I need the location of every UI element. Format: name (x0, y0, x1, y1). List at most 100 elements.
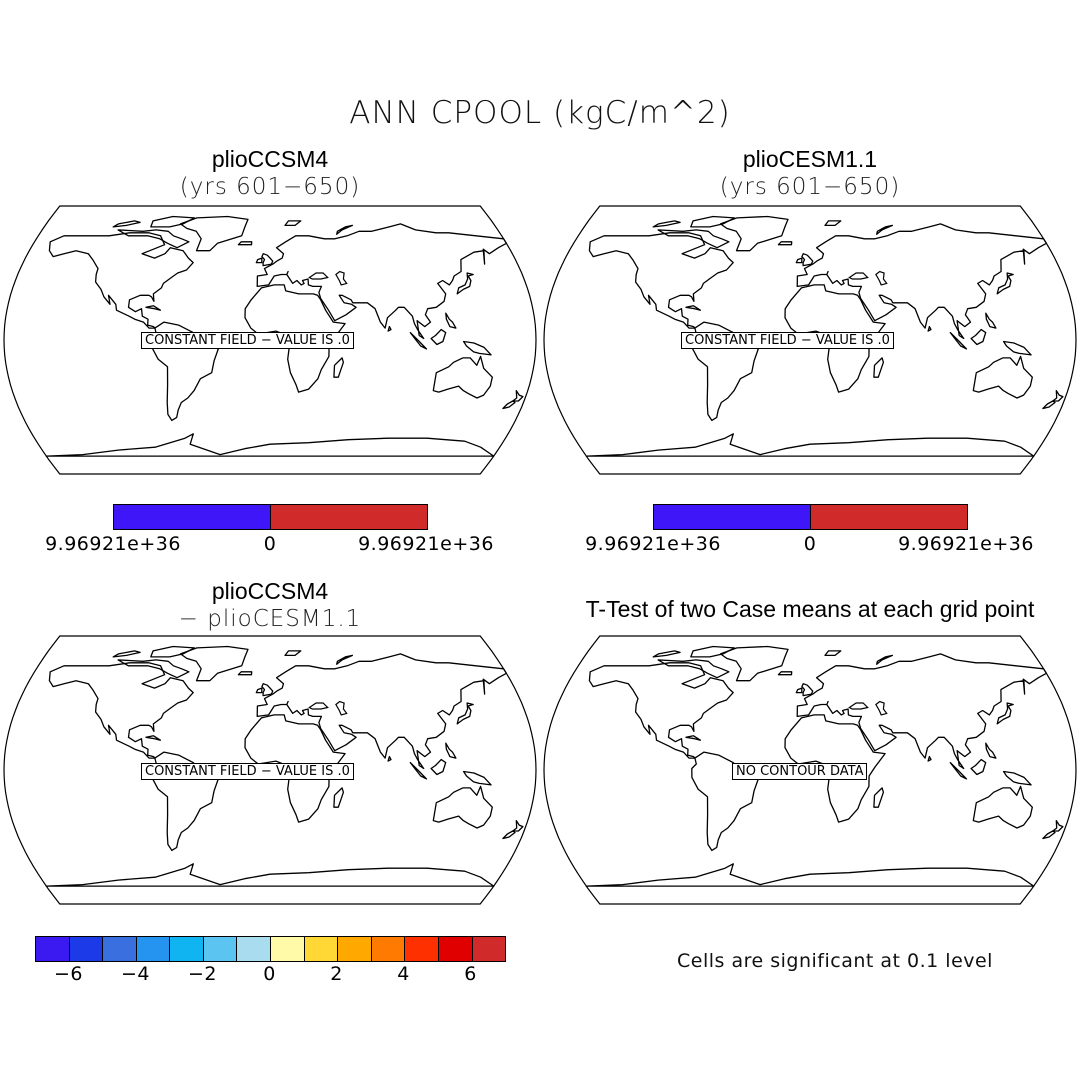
coastline (502, 400, 516, 410)
coastline (801, 683, 814, 697)
colorbar-label: 0 (803, 533, 817, 555)
colorbar-tick-label: −2 (187, 963, 217, 985)
coastline (45, 863, 495, 887)
colorbar-cell (437, 937, 472, 961)
coastline (409, 761, 428, 780)
colorbar-cell (270, 505, 427, 529)
coastline (795, 257, 803, 264)
colorbar-tick-label: 6 (464, 963, 477, 985)
coastline (657, 229, 730, 249)
coastline (117, 659, 190, 679)
coastline (336, 654, 354, 665)
coastline (179, 215, 249, 252)
coastline (445, 742, 457, 759)
coastline (685, 305, 702, 311)
coastline (949, 331, 968, 350)
significance-note: Cells are significant at 0.1 level (677, 950, 993, 972)
colorbar-label: 9.96921e+36 (898, 533, 1034, 555)
colorbar-tick-label: 4 (397, 963, 410, 985)
colorbar-label: 9.96921e+36 (585, 533, 721, 555)
colorbar-cell (202, 937, 237, 961)
panel3-subtitle: − plioCESM1.1 (178, 606, 362, 632)
colorbar-cell (471, 937, 506, 961)
coastline (512, 819, 524, 832)
colorbar-tick-label: 0 (263, 963, 276, 985)
panel3-title: plioCCSM4 (211, 578, 329, 604)
coastline (145, 735, 162, 741)
coastline (256, 653, 508, 770)
coastline (657, 659, 730, 679)
constant-field-message: CONSTANT FIELD − VALUE IS .0 (681, 332, 894, 349)
panel2-title: plioCESM1.1 (742, 146, 878, 172)
coastline (284, 220, 302, 227)
colorbar-cell (404, 937, 438, 961)
colorbar-panel1 (113, 504, 428, 530)
coastline (462, 770, 492, 786)
panel4-title: T-Test of two Case means at each grid po… (585, 596, 1035, 622)
coastline (255, 687, 263, 694)
coastline (588, 662, 734, 759)
coastline (462, 340, 492, 356)
coastline (502, 830, 516, 840)
coastline (432, 785, 493, 829)
colorbar-tick-label: 2 (330, 963, 343, 985)
coastline (652, 220, 681, 228)
colorbar-cell (236, 937, 271, 961)
coastline (387, 325, 392, 332)
coastline (719, 645, 789, 682)
coastline (972, 785, 1033, 829)
coastline (117, 229, 190, 249)
panel2-subtitle: (yrs 601−650) (719, 174, 901, 200)
panel1-subtitle: (yrs 601−650) (179, 174, 361, 200)
coastline (308, 702, 329, 710)
constant-field-message: CONSTANT FIELD − VALUE IS .0 (141, 763, 354, 780)
coastline (256, 223, 508, 340)
coastline (430, 328, 447, 346)
coastline (145, 305, 162, 311)
no-contour-message: NO CONTOUR DATA (732, 763, 868, 780)
coastline (333, 787, 345, 808)
coastline (1042, 830, 1056, 840)
coastline (927, 325, 932, 332)
colorbar-difference (35, 936, 506, 962)
constant-field-message: CONSTANT FIELD − VALUE IS .0 (141, 332, 354, 349)
coastline (335, 270, 348, 286)
colorbar-cell (135, 937, 170, 961)
coastline (333, 357, 345, 378)
coastline (824, 220, 842, 227)
coastline (848, 272, 869, 280)
coastline (179, 645, 249, 682)
coastline (970, 758, 987, 776)
colorbar-cell (68, 937, 103, 961)
coastline (336, 224, 354, 235)
coastline (255, 257, 263, 264)
coastline (150, 215, 196, 228)
coastline (795, 687, 803, 694)
coastline (387, 755, 392, 762)
colorbar-cell (370, 937, 405, 961)
coastline (430, 758, 447, 776)
coastline (848, 702, 869, 710)
coastline (972, 355, 1033, 399)
coastline (876, 654, 894, 665)
coastline (112, 650, 141, 658)
coastline (261, 683, 274, 697)
coastline (801, 253, 814, 267)
colorbar-label: 9.96921e+36 (358, 533, 494, 555)
colorbar-cell (169, 937, 203, 961)
coastline (652, 650, 681, 658)
coastline (284, 650, 302, 657)
coastline (45, 433, 495, 457)
coastline (873, 357, 885, 378)
colorbar-label: 0 (263, 533, 277, 555)
coastline (796, 223, 1048, 340)
coastline (48, 232, 194, 329)
colorbar-cell (810, 505, 967, 529)
coastline (112, 220, 141, 228)
coastline (1052, 389, 1064, 402)
coastline (996, 702, 1014, 725)
colorbar-cell (270, 937, 304, 961)
coastline (875, 270, 888, 286)
coastline (237, 671, 253, 676)
colorbar-tick-label: −6 (53, 963, 83, 985)
